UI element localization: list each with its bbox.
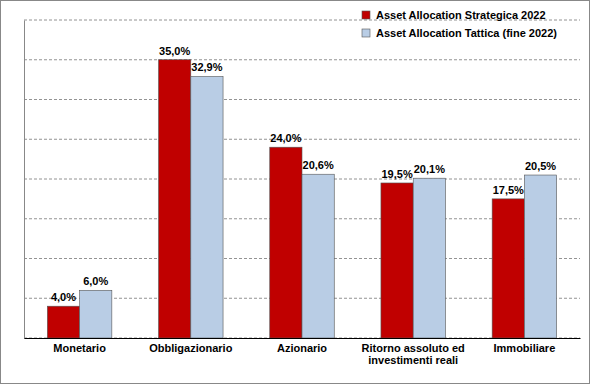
x-tick-label-line: Monetario xyxy=(53,342,106,354)
x-tick: Monetario xyxy=(53,338,106,354)
bar xyxy=(413,178,445,338)
x-tick-label-line: Azionario xyxy=(277,342,327,354)
y-axis-line xyxy=(24,21,25,339)
x-tick: Immobiliare xyxy=(494,338,556,354)
bar xyxy=(524,175,556,338)
data-label: 19,5% xyxy=(381,168,412,180)
data-label: 6,0% xyxy=(83,275,108,287)
x-tick-label-line: Ritorno assoluto ed xyxy=(362,342,465,354)
legend-item: Asset Allocation Tattica (fine 2022) xyxy=(362,27,557,39)
data-label: 35,0% xyxy=(159,45,190,57)
bar xyxy=(80,290,112,338)
bars xyxy=(47,60,556,338)
grid-line xyxy=(24,59,580,60)
legend-label: Asset Allocation Tattica (fine 2022) xyxy=(376,27,557,39)
x-tick: Ritorno assoluto edinvestimenti reali xyxy=(362,338,465,366)
x-tick-label-line: Immobiliare xyxy=(494,342,556,354)
x-tick-label: Azionario xyxy=(277,342,327,354)
legend-swatch xyxy=(362,11,370,19)
legend-swatch xyxy=(362,29,370,37)
data-label: 20,6% xyxy=(303,159,334,171)
x-tick: Obbligazionario xyxy=(149,338,232,354)
bar xyxy=(47,306,79,338)
grid-line xyxy=(24,139,580,140)
bar xyxy=(381,183,413,338)
bar xyxy=(492,199,524,338)
y-axis xyxy=(24,21,26,339)
bar xyxy=(302,174,334,338)
grid-line xyxy=(24,99,580,100)
data-label: 17,5% xyxy=(493,184,524,196)
chart: 4,0% 35,0% 24,0% 19,5% 17,5% 6,0% 32,9% 20,6% 20… xyxy=(0,0,590,384)
x-tick-label-line: Obbligazionario xyxy=(149,342,232,354)
x-tick-label: Monetario xyxy=(53,342,106,354)
bar xyxy=(270,147,302,338)
data-label: 20,1% xyxy=(414,163,445,175)
x-tick-label-line: investimenti reali xyxy=(368,354,458,366)
x-axis: Monetario Obbligazionario Azionario Ritorno… xyxy=(25,338,581,366)
data-labels: 4,0% 35,0% 24,0% 19,5% 17,5% 6,0% 32,9% 20,6% 20… xyxy=(51,45,556,303)
frame xyxy=(1,1,590,384)
data-label: 4,0% xyxy=(51,291,76,303)
x-tick-label: Immobiliare xyxy=(494,342,556,354)
legend-label: Asset Allocation Strategica 2022 xyxy=(376,9,546,21)
bar xyxy=(159,60,191,338)
legend: Asset Allocation Strategica 2022 Asset Al… xyxy=(362,9,557,39)
x-tick-label: Ritorno assoluto edinvestimenti reali xyxy=(362,342,465,366)
bar xyxy=(191,76,223,338)
data-label: 20,5% xyxy=(525,160,556,172)
grid xyxy=(24,20,580,338)
legend-item: Asset Allocation Strategica 2022 xyxy=(362,9,546,21)
data-label: 32,9% xyxy=(191,61,222,73)
plot: 4,0% 35,0% 24,0% 19,5% 17,5% 6,0% 32,9% 20,6% 20… xyxy=(24,20,581,366)
x-tick-label: Obbligazionario xyxy=(149,342,232,354)
x-tick: Azionario xyxy=(277,338,327,354)
x-axis-line xyxy=(25,338,581,339)
data-label: 24,0% xyxy=(270,132,301,144)
